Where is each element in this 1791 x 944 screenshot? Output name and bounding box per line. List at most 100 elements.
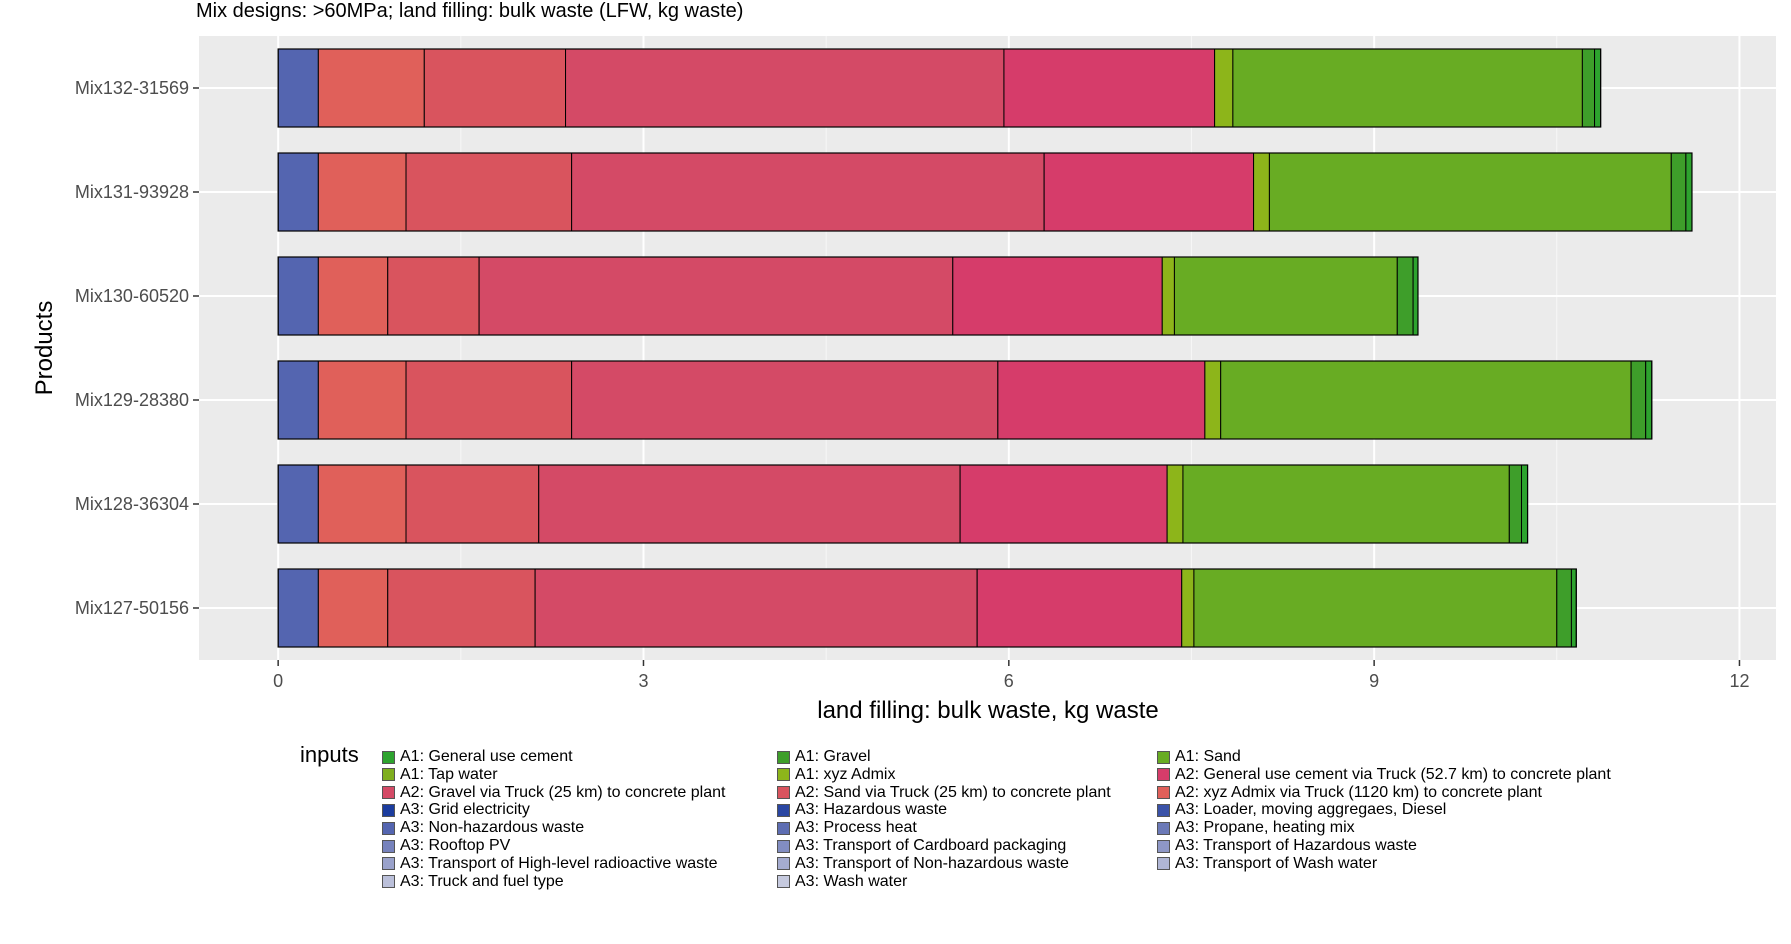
legend-label: A3: Propane, heating mix — [1175, 819, 1355, 837]
legend-item: A1: Sand — [1157, 748, 1241, 766]
bar-segment — [1161, 256, 1175, 336]
legend-key — [382, 803, 395, 817]
chart-svg: 0 3 6 9 12 Mix132-31569 Mix131-93928 Mix130-605… — [31, 36, 1776, 724]
bar-outline — [277, 568, 1577, 648]
legend-label: A3: Transport of Hazardous waste — [1175, 837, 1417, 854]
legend-label: A3: Truck and fuel type — [400, 872, 564, 890]
bar-segment — [277, 464, 319, 544]
axis-layer: 0 3 6 9 12 Mix132-31569 Mix131-93928 Mix130-605… — [75, 78, 1750, 691]
bar-segment — [1630, 360, 1647, 440]
legend-key — [777, 768, 790, 782]
legend-label: A3: Rooftop PV — [400, 837, 511, 854]
legend-label: A3: Process heat — [795, 819, 917, 837]
bar-outline — [277, 464, 1529, 544]
bar-segment — [571, 360, 999, 440]
bar-segment — [405, 152, 573, 232]
legend-key — [1157, 821, 1170, 835]
bars-layer — [277, 48, 1693, 648]
legend-item: A1: xyz Admix — [777, 766, 895, 784]
bar-segment — [1003, 48, 1216, 128]
legend-label: A1: xyz Admix — [795, 765, 896, 783]
legend-label: A1: Tap water — [400, 765, 498, 783]
plot-panel — [199, 36, 1776, 660]
legend-label: A1: General use cement — [400, 748, 573, 765]
legend-label: A3: Non-hazardous waste — [400, 819, 585, 837]
x-axis-title: land filling: bulk waste, kg waste — [817, 697, 1159, 724]
bar-segment — [1581, 48, 1596, 128]
bar-segment — [387, 568, 536, 648]
x-tick-label: 0 — [273, 671, 283, 691]
bar-segment — [277, 360, 319, 440]
legend-label: A2: xyz Admix via Truck (1120 km) to con… — [1175, 783, 1542, 801]
bar-segment — [1268, 152, 1672, 232]
legend-item: A1: Tap water — [382, 766, 498, 784]
legend-item: A3: Process heat — [777, 819, 917, 837]
bar-segment — [1220, 360, 1632, 440]
bar-segment — [1645, 360, 1653, 440]
bar-segment — [538, 464, 961, 544]
legend-key — [1157, 839, 1170, 853]
legend-item: A3: Hazardous waste — [777, 801, 947, 819]
legend-item: A3: Transport of Non-hazardous waste — [777, 855, 1069, 873]
legend-item: A3: Truck and fuel type — [382, 873, 564, 891]
legend-label: A3: Hazardous waste — [795, 801, 948, 819]
legend-item: A3: Transport of High-level radioactive … — [382, 855, 717, 873]
bar-segment — [959, 464, 1168, 544]
bar-segment — [478, 256, 954, 336]
bar-outline — [277, 256, 1419, 336]
legend-item: A2: Sand via Truck (25 km) to concrete p… — [777, 784, 1111, 802]
bar-segment — [534, 568, 978, 648]
bar-segment — [1685, 152, 1693, 232]
legend-item: A1: Gravel — [777, 748, 871, 766]
bar-segment — [997, 360, 1206, 440]
y-tick-label: Mix129-28380 — [75, 390, 189, 410]
legend-key — [1157, 803, 1170, 817]
legend-key — [1157, 768, 1170, 782]
bar-segment — [1520, 464, 1529, 544]
legend-title: inputs — [300, 742, 359, 767]
bar-outline — [277, 48, 1602, 128]
bar-outline — [277, 152, 1693, 232]
x-tick-label: 3 — [638, 671, 648, 691]
bar-segment — [1204, 360, 1222, 440]
y-tick-label: Mix128-36304 — [75, 494, 189, 514]
bar-segment — [317, 256, 389, 336]
legend-label: A3: Grid electricity — [400, 801, 530, 819]
x-tick-label: 6 — [1004, 671, 1014, 691]
bar-segment — [317, 152, 407, 232]
legend-key — [777, 875, 790, 889]
y-tick-label: Mix127-50156 — [75, 598, 189, 618]
x-tick-label: 12 — [1729, 671, 1749, 691]
legend-key — [777, 786, 790, 800]
legend-item: A1: General use cement — [382, 748, 573, 766]
legend-label: A2: Sand via Truck (25 km) to concrete p… — [795, 783, 1111, 801]
bar-segment — [1173, 256, 1398, 336]
legend-key — [777, 821, 790, 835]
legend-label: A3: Transport of Cardboard packaging — [795, 837, 1067, 854]
legend-key — [1157, 786, 1170, 800]
legend-key — [777, 839, 790, 853]
legend-item: A2: Gravel via Truck (25 km) to concrete… — [382, 784, 725, 802]
bar-segment — [317, 464, 407, 544]
bar-segment — [1670, 152, 1687, 232]
bar-segment — [1556, 568, 1572, 648]
y-tick-label: Mix132-31569 — [75, 78, 189, 98]
legend-key — [382, 821, 395, 835]
bar-segment — [277, 152, 319, 232]
bar-segment — [277, 256, 319, 336]
legend-item: A3: Non-hazardous waste — [382, 819, 584, 837]
legend-key — [382, 857, 395, 871]
legend-item: A3: Transport of Hazardous waste — [1157, 837, 1417, 855]
bar-segment — [1166, 464, 1184, 544]
legend-key — [1157, 857, 1170, 871]
y-tick-label: Mix130-60520 — [75, 286, 189, 306]
bar-segment — [565, 48, 1005, 128]
legend-item: A3: Transport of Cardboard packaging — [777, 837, 1066, 855]
x-tick-label: 9 — [1369, 671, 1379, 691]
bar-segment — [1043, 152, 1255, 232]
bar-segment — [387, 256, 480, 336]
chart-title: Mix designs: >60MPa; land filling: bulk … — [196, 0, 744, 22]
legend-item: A3: Wash water — [777, 873, 907, 891]
legend-key — [382, 768, 395, 782]
legend-item: A3: Rooftop PV — [382, 837, 510, 855]
